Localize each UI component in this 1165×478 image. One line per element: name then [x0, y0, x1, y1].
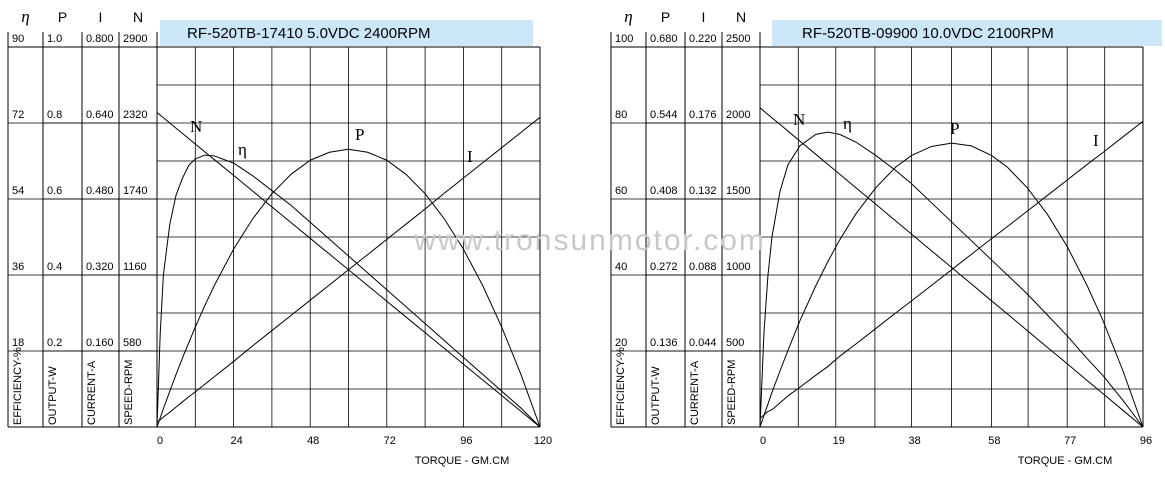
curve-label: N — [793, 110, 805, 129]
curve — [156, 116, 541, 423]
y-tick-label: 0.640 — [86, 109, 114, 121]
axis-label: OUTPUT-W — [650, 366, 662, 425]
axis-symbol: I — [702, 9, 706, 25]
x-axis-label: TORQUE - GM.CM — [1018, 455, 1113, 467]
y-tick-label: 54 — [12, 185, 24, 197]
y-tick-label: 0.160 — [86, 337, 114, 349]
curve-label: I — [1093, 131, 1099, 150]
title-box — [160, 20, 533, 46]
x-tick-label: 96 — [460, 435, 472, 447]
y-tick-label: 1.0 — [47, 33, 62, 45]
curve-label: P — [950, 119, 959, 138]
y-tick-label: 0.088 — [689, 261, 717, 273]
axis-label: CURRENT-A — [86, 360, 98, 425]
curve — [759, 131, 1144, 428]
x-tick-label: 58 — [988, 435, 1000, 447]
y-tick-label: 0.480 — [86, 185, 114, 197]
x-tick-label: 120 — [534, 435, 552, 447]
axis-label: EFFICIENCY-% — [615, 347, 627, 425]
y-tick-label: 0.176 — [689, 109, 717, 121]
y-tick-label: 0.408 — [650, 185, 678, 197]
y-tick-label: 2000 — [726, 109, 750, 121]
watermark: www.tronsunmotor.com — [413, 224, 766, 257]
curve — [759, 107, 1144, 428]
y-tick-label: 72 — [12, 109, 24, 121]
y-tick-label: 1000 — [726, 261, 750, 273]
y-tick-label: 0.272 — [650, 261, 678, 273]
y-tick-label: 80 — [615, 109, 627, 121]
y-tick-label: 2320 — [123, 109, 147, 121]
y-tick-label: 1500 — [726, 185, 750, 197]
axis-symbol: I — [99, 9, 103, 25]
axis-label: SPEED-RPM — [726, 360, 738, 425]
y-tick-label: 1160 — [123, 261, 147, 273]
y-tick-label: 2500 — [726, 33, 750, 45]
x-tick-label: 77 — [1064, 435, 1076, 447]
y-tick-label: 2900 — [123, 33, 147, 45]
y-tick-label: 20 — [615, 337, 627, 349]
y-tick-label: 1740 — [123, 185, 147, 197]
y-tick-label: 0.320 — [86, 261, 114, 273]
axis-symbol: η — [21, 7, 29, 26]
y-tick-label: 60 — [615, 185, 627, 197]
axis-label: CURRENT-A — [689, 360, 701, 425]
y-tick-label: 0.680 — [650, 33, 678, 45]
x-tick-label: 0 — [157, 435, 163, 447]
title-box — [772, 20, 1162, 46]
y-tick-label: 18 — [12, 337, 24, 349]
y-tick-label: 40 — [615, 261, 627, 273]
curve — [759, 142, 1144, 428]
axis-symbol: N — [133, 9, 143, 25]
x-tick-label: 38 — [908, 435, 920, 447]
y-tick-label: 0.800 — [86, 33, 114, 45]
y-tick-label: 100 — [615, 33, 633, 45]
y-tick-label: 0.044 — [689, 337, 717, 349]
x-tick-label: 19 — [833, 435, 845, 447]
axis-symbol: P — [661, 9, 670, 25]
axis-symbol: N — [736, 9, 746, 25]
curve — [156, 154, 541, 428]
y-tick-label: 0.4 — [47, 261, 62, 273]
axis-symbol: η — [624, 7, 632, 26]
y-tick-label: 0.132 — [689, 185, 717, 197]
curve-label: η — [843, 114, 852, 133]
y-tick-label: 90 — [12, 33, 24, 45]
axis-label: OUTPUT-W — [47, 366, 59, 425]
curve — [759, 120, 1144, 419]
curve-label: η — [238, 140, 247, 159]
axis-symbol: P — [58, 9, 67, 25]
axis-label: EFFICIENCY-% — [12, 347, 24, 425]
x-tick-label: 96 — [1140, 435, 1152, 447]
curve-label: P — [355, 125, 364, 144]
curve — [156, 148, 541, 428]
axis-label: SPEED-RPM — [123, 360, 135, 425]
x-tick-label: 0 — [760, 435, 766, 447]
x-tick-label: 24 — [230, 435, 242, 447]
chart-title: RF-520TB-17410 5.0VDC 2400RPM — [187, 25, 430, 42]
x-tick-label: 72 — [384, 435, 396, 447]
x-axis-label: TORQUE - GM.CM — [415, 455, 510, 467]
y-tick-label: 580 — [123, 337, 141, 349]
y-tick-label: 500 — [726, 337, 744, 349]
y-tick-label: 0.2 — [47, 337, 62, 349]
y-tick-label: 0.220 — [689, 33, 717, 45]
y-tick-label: 36 — [12, 261, 24, 273]
curve — [156, 112, 541, 428]
y-tick-label: 0.6 — [47, 185, 62, 197]
y-tick-label: 0.544 — [650, 109, 678, 121]
curve-label: N — [190, 117, 202, 136]
curve-label: I — [467, 147, 473, 166]
x-tick-label: 48 — [307, 435, 319, 447]
chart-title: RF-520TB-09900 10.0VDC 2100RPM — [802, 25, 1054, 42]
y-tick-label: 0.136 — [650, 337, 678, 349]
y-tick-label: 0.8 — [47, 109, 62, 121]
